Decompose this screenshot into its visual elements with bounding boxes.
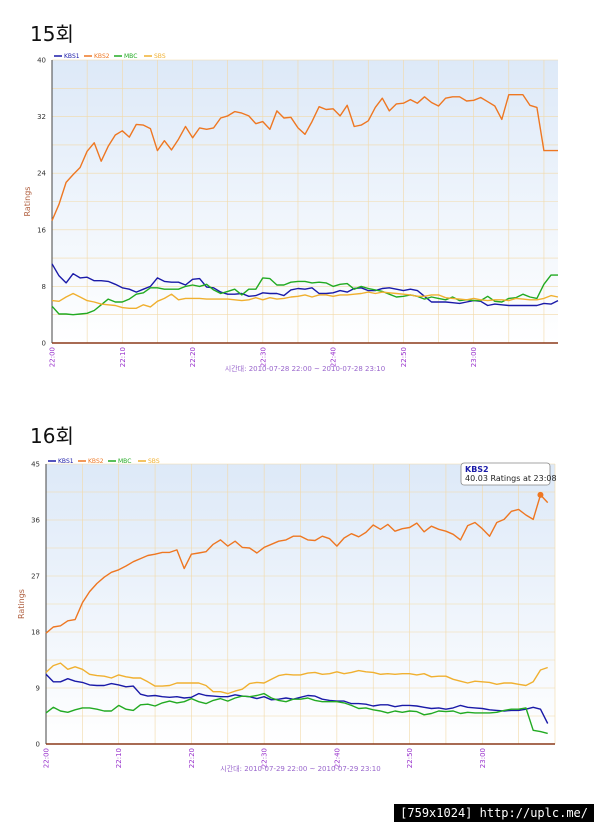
legend-label-sbs: SBS bbox=[148, 458, 160, 465]
series-line-sbs bbox=[51, 291, 559, 309]
series-line-kbs1 bbox=[45, 673, 549, 724]
tooltip-marker bbox=[537, 491, 544, 498]
series-line-kbs2 bbox=[45, 494, 549, 634]
x-tick-label: 22:40 bbox=[330, 347, 338, 367]
y-axis-label: Ratings bbox=[17, 589, 26, 619]
x-tick-label: 23:00 bbox=[479, 748, 487, 768]
x-tick-label: 22:10 bbox=[115, 748, 123, 768]
legend-label-mbc: MBC bbox=[118, 458, 131, 465]
series-line-mbc bbox=[51, 274, 558, 316]
tooltip-box bbox=[460, 462, 551, 486]
series-line-mbc bbox=[45, 692, 548, 735]
x-tick-label: 22:10 bbox=[119, 347, 127, 367]
y-tick-label: 24 bbox=[37, 170, 46, 178]
x-tick-label: 22:50 bbox=[400, 347, 408, 367]
legend-label-sbs: SBS bbox=[154, 53, 166, 60]
legend-label-kbs2: KBS2 bbox=[88, 458, 104, 465]
y-tick-label: 8 bbox=[42, 283, 46, 291]
y-tick-label: 0 bbox=[42, 340, 46, 348]
tooltip-title: KBS2 bbox=[465, 465, 489, 474]
x-tick-label: 22:00 bbox=[49, 347, 57, 367]
chart-2-heading: 16회 bbox=[30, 424, 74, 448]
x-tick-label: 22:30 bbox=[261, 748, 269, 768]
x-tick-label: 22:50 bbox=[406, 748, 414, 768]
x-tick-label: 22:30 bbox=[259, 347, 267, 367]
chart-2: 0 9 18 27 36 45 22:00 22:10 22:20 22:30 22:40 22:50… bbox=[17, 458, 557, 773]
y-tick-label: 36 bbox=[31, 517, 40, 525]
watermark-label: [759x1024] http://uplc.me/ bbox=[394, 804, 594, 822]
y-tick-label: 32 bbox=[37, 113, 46, 121]
y-tick-label: 18 bbox=[31, 629, 40, 637]
x-tick-label: 23:00 bbox=[470, 347, 478, 367]
y-tick-label: 0 bbox=[36, 741, 40, 749]
legend-label-mbc: MBC bbox=[124, 53, 137, 60]
y-tick-label: 9 bbox=[36, 685, 40, 693]
x-axis-caption: 시간대: 2010-07-28 22:00 ~ 2010-07-28 23:10 bbox=[225, 364, 385, 373]
x-tick-label: 22:20 bbox=[189, 347, 197, 367]
x-tick-label: 22:20 bbox=[188, 748, 196, 768]
x-axis-caption: 시간대: 2010-07-29 22:00 ~ 2010-07-29 23:10 bbox=[220, 764, 380, 773]
y-tick-label: 16 bbox=[37, 226, 46, 234]
x-tick-label: 22:40 bbox=[333, 748, 341, 768]
series-line-kbs2 bbox=[51, 94, 558, 221]
legend-label-kbs2: KBS2 bbox=[94, 53, 110, 60]
legend-label-kbs1: KBS1 bbox=[58, 458, 74, 465]
series-line-sbs bbox=[45, 662, 548, 695]
x-tick-label: 22:00 bbox=[43, 748, 51, 768]
chart-1-heading: 15회 bbox=[30, 22, 74, 46]
chart-1: 0 8 16 24 32 40 22:00 22:10 22:20 22:30 22:40 22:50… bbox=[23, 53, 559, 373]
tooltip-text: 40.03 Ratings at 23:08 bbox=[465, 474, 557, 483]
legend-label-kbs1: KBS1 bbox=[64, 53, 80, 60]
y-tick-label: 40 bbox=[37, 57, 46, 65]
y-tick-label: 27 bbox=[31, 573, 40, 581]
y-tick-label: 45 bbox=[31, 461, 40, 469]
y-axis-label: Ratings bbox=[23, 187, 32, 217]
